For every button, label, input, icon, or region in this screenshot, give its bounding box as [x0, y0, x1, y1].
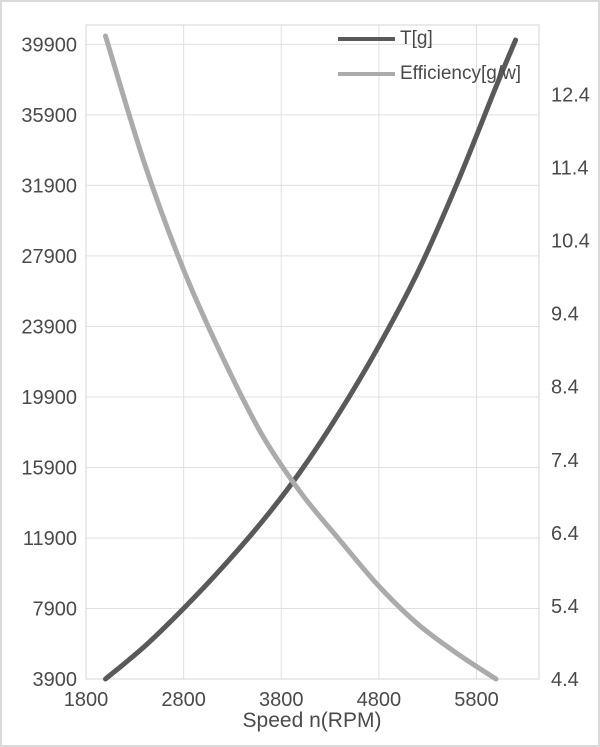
legend-item-t: T[g] [338, 28, 521, 50]
left-axis-tick: 11900 [23, 528, 77, 550]
x-axis-tick: 3800 [259, 689, 304, 711]
right-axis-ticks: 4.4 5.4 6.4 7.4 8.4 9.4 10.4 11.4 12.4 [551, 84, 590, 691]
x-axis-title: Speed n(RPM) [243, 709, 382, 732]
legend-label-efficiency: Efficiency[g/w] [400, 63, 522, 84]
right-axis-tick: 7.4 [551, 450, 579, 472]
left-axis-tick: 31900 [21, 175, 77, 197]
legend-item-efficiency: Efficiency[g/w] [338, 63, 521, 85]
left-axis-ticks: 3900 7900 11900 15900 19900 23900 27900 31900 35… [21, 34, 77, 691]
left-axis-tick: 35900 [21, 105, 77, 127]
x-axis-tick: 5800 [454, 689, 499, 711]
series-line-efficiency [103, 33, 499, 682]
left-axis-tick: 15900 [21, 457, 77, 479]
right-axis-tick: 11.4 [551, 157, 588, 179]
left-axis-tick: 3900 [33, 669, 78, 691]
legend-line-swatch-efficiency [338, 72, 395, 76]
right-axis-tick: 5.4 [551, 596, 579, 618]
right-axis-tick: 8.4 [551, 377, 579, 399]
right-axis-tick: 6.4 [551, 523, 579, 545]
x-axis-tick: 4800 [357, 689, 402, 711]
left-axis-tick: 19900 [21, 387, 77, 409]
right-axis-tick: 10.4 [551, 231, 590, 253]
legend-line-swatch-t [338, 37, 395, 41]
x-axis-tick: 2800 [161, 689, 206, 711]
right-axis-tick: 4.4 [551, 669, 579, 691]
legend-label-t: T[g] [400, 28, 433, 49]
gridlines [85, 25, 539, 680]
left-axis-tick: 7900 [33, 598, 78, 620]
series-line-t [103, 37, 519, 682]
x-axis-ticks: 1800 2800 3800 4800 5800 [64, 689, 499, 711]
legend: T[g] Efficiency[g/w] [338, 28, 521, 85]
right-axis-tick: 9.4 [551, 304, 579, 326]
left-axis-tick: 27900 [21, 246, 77, 268]
right-axis-tick: 12.4 [551, 84, 590, 106]
series-lines [103, 33, 519, 682]
left-axis-tick: 23900 [21, 316, 77, 338]
plot-border [85, 24, 540, 680]
x-axis-tick: 1800 [64, 689, 109, 711]
left-axis-tick: 39900 [21, 34, 77, 56]
